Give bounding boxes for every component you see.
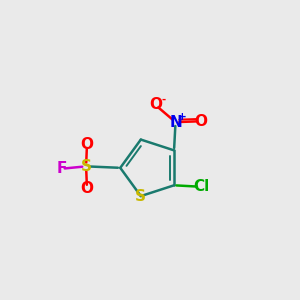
Text: N: N bbox=[169, 115, 182, 130]
Text: -: - bbox=[161, 94, 166, 104]
Text: O: O bbox=[80, 136, 94, 152]
Text: O: O bbox=[80, 181, 94, 196]
Text: O: O bbox=[149, 98, 162, 112]
Text: S: S bbox=[135, 189, 146, 204]
Text: O: O bbox=[194, 114, 207, 129]
Text: +: + bbox=[178, 112, 186, 122]
Text: F: F bbox=[56, 161, 67, 176]
Text: Cl: Cl bbox=[193, 179, 209, 194]
Text: S: S bbox=[81, 159, 92, 174]
